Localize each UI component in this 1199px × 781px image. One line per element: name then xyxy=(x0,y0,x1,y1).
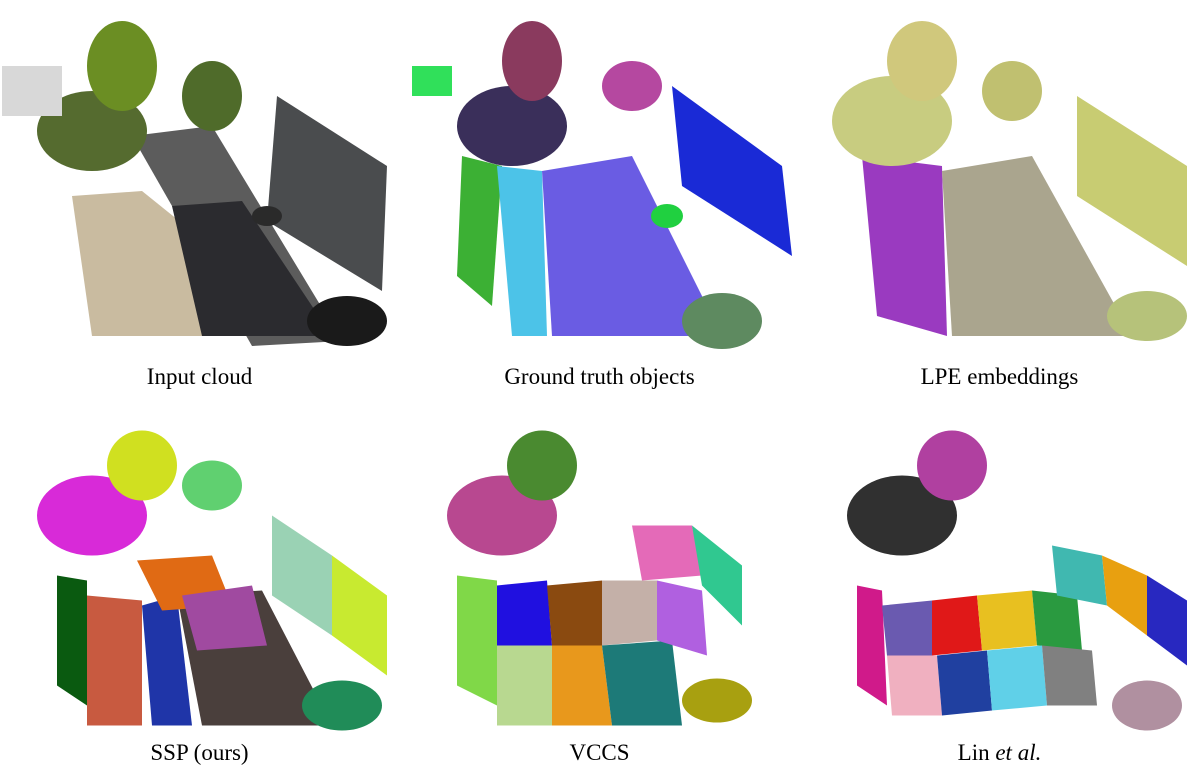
vccs-image xyxy=(447,430,752,726)
panel-ground-truth xyxy=(402,6,797,361)
input-cloud-image xyxy=(2,21,387,346)
ssp-image xyxy=(37,430,387,731)
caption-ssp: SSP (ours) xyxy=(150,740,249,765)
lin-et-al-image xyxy=(847,430,1187,731)
caption-lin-prefix: Lin xyxy=(957,740,996,765)
ground-truth-image xyxy=(412,21,792,349)
lpe-embeddings-image xyxy=(832,21,1187,341)
caption-lpe-embeddings: LPE embeddings xyxy=(920,364,1079,389)
panel-lin-et-al xyxy=(802,398,1197,753)
panel-ssp xyxy=(2,398,397,753)
panel-vccs xyxy=(402,398,797,753)
caption-input-cloud: Input cloud xyxy=(146,364,253,389)
panel-lpe-embeddings xyxy=(802,6,1197,361)
caption-lin-et-al: Lin et al. xyxy=(802,740,1197,766)
caption-lin-emph: et al. xyxy=(995,740,1042,765)
caption-vccs: VCCS xyxy=(569,740,630,765)
caption-ground-truth: Ground truth objects xyxy=(504,364,695,389)
panel-input-cloud xyxy=(2,6,397,361)
